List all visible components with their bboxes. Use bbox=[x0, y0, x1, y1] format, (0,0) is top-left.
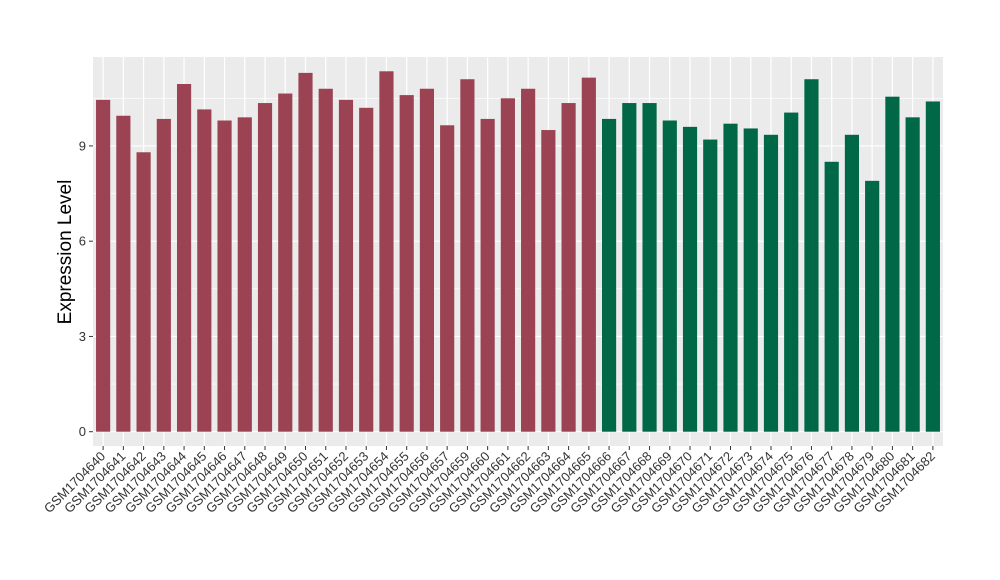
bar-GSM1704649 bbox=[278, 93, 293, 432]
bar-GSM1704665 bbox=[581, 77, 596, 432]
bar-GSM1704646 bbox=[217, 120, 232, 432]
bar-GSM1704648 bbox=[257, 103, 273, 432]
bar-GSM1704645 bbox=[197, 109, 212, 432]
bar-GSM1704656 bbox=[419, 88, 435, 432]
bars bbox=[96, 71, 940, 432]
bar-GSM1704644 bbox=[176, 83, 192, 432]
bar-GSM1704641 bbox=[116, 115, 131, 432]
bar-GSM1704661 bbox=[500, 98, 515, 432]
bar-GSM1704662 bbox=[521, 88, 536, 432]
y-axis: 0 3 6 9 bbox=[79, 138, 93, 439]
bar-GSM1704666 bbox=[601, 118, 617, 432]
bar-GSM1704670 bbox=[682, 126, 698, 432]
bar-GSM1704640 bbox=[96, 99, 111, 432]
bar-GSM1704682 bbox=[925, 101, 940, 432]
bar-GSM1704677 bbox=[824, 161, 839, 432]
bar-GSM1704655 bbox=[399, 95, 414, 432]
bar-GSM1704643 bbox=[156, 118, 171, 432]
bar-GSM1704654 bbox=[379, 71, 394, 432]
bar-GSM1704653 bbox=[359, 107, 374, 432]
y-tick-label: 6 bbox=[79, 234, 86, 249]
bar-GSM1704678 bbox=[844, 134, 860, 432]
bar-GSM1704647 bbox=[237, 117, 252, 432]
plot-panel bbox=[93, 57, 943, 446]
bar-GSM1704650 bbox=[298, 72, 313, 432]
bar-GSM1704651 bbox=[318, 88, 333, 432]
bar-GSM1704664 bbox=[561, 103, 576, 432]
bar-GSM1704660 bbox=[480, 118, 495, 432]
bar-GSM1704663 bbox=[541, 130, 556, 432]
bar-GSM1704675 bbox=[784, 112, 799, 432]
y-tick-label: 3 bbox=[79, 329, 86, 344]
bar-GSM1704652 bbox=[338, 99, 354, 432]
bar-GSM1704669 bbox=[662, 120, 677, 432]
bar-GSM1704674 bbox=[763, 134, 779, 432]
y-tick-label: 9 bbox=[79, 138, 86, 153]
bar-GSM1704671 bbox=[703, 139, 718, 432]
y-tick-label: 0 bbox=[79, 424, 86, 439]
bar-GSM1704679 bbox=[865, 180, 880, 432]
x-axis: GSM1704640GSM1704641GSM1704642GSM1704643… bbox=[41, 446, 938, 516]
bar-GSM1704642 bbox=[136, 152, 151, 432]
bar-GSM1704680 bbox=[885, 96, 900, 432]
bar-GSM1704681 bbox=[905, 117, 920, 432]
y-axis-title: Expression Level bbox=[55, 180, 76, 325]
bar-GSM1704676 bbox=[804, 79, 819, 432]
bar-GSM1704657 bbox=[440, 125, 455, 432]
bar-GSM1704673 bbox=[743, 128, 758, 432]
bar-GSM1704672 bbox=[723, 123, 738, 432]
bar-GSM1704668 bbox=[642, 103, 657, 432]
bar-GSM1704667 bbox=[622, 103, 637, 432]
bar-GSM1704659 bbox=[460, 79, 475, 432]
